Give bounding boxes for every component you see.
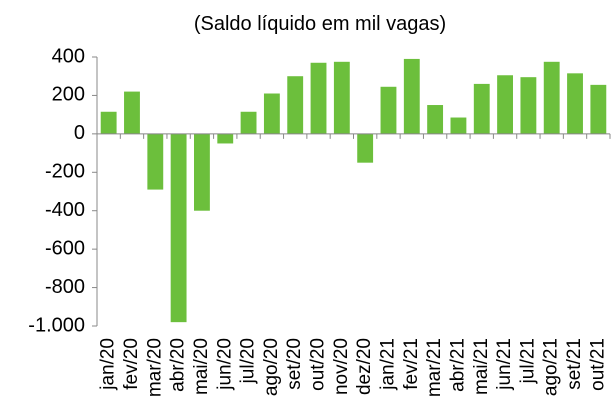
x-tick-label: mar/21 <box>424 338 445 397</box>
x-tick-label: abr/21 <box>447 338 468 392</box>
bar <box>590 84 607 134</box>
x-tick-label: jun/20 <box>214 338 235 391</box>
y-tick-label: -600 <box>45 237 85 259</box>
y-tick-label: -1.000 <box>28 314 85 336</box>
bar <box>473 83 490 134</box>
bar <box>240 111 257 134</box>
y-tick-label: -800 <box>45 276 85 298</box>
x-tick-label: set/21 <box>564 338 585 390</box>
bar <box>147 133 164 190</box>
x-tick-label: mai/20 <box>191 338 212 395</box>
x-tick-label: jan/20 <box>98 338 119 391</box>
bar <box>263 93 280 134</box>
y-tick-label: -200 <box>45 161 85 183</box>
x-tick-label: ago/21 <box>541 338 562 396</box>
bar <box>194 133 210 211</box>
y-tick-label: -400 <box>45 199 85 221</box>
bar <box>310 62 327 134</box>
x-tick-label: jun/21 <box>494 338 515 391</box>
bar <box>497 75 513 134</box>
x-tick-label: nov/20 <box>331 338 352 395</box>
bar <box>287 76 304 134</box>
y-tick-label: 400 <box>52 45 85 67</box>
bar <box>520 77 537 134</box>
x-tick-label: fev/21 <box>401 338 422 390</box>
x-tick-label: mar/20 <box>144 338 165 397</box>
bar <box>124 91 140 134</box>
bar <box>170 133 187 323</box>
bar <box>427 105 444 134</box>
x-tick-label: ago/20 <box>261 338 282 396</box>
bar <box>217 133 234 144</box>
chart-title: (Saldo líquido em mil vagas) <box>194 13 446 35</box>
bar <box>567 73 583 134</box>
bar <box>333 61 350 134</box>
x-tick-label: out/20 <box>308 338 329 391</box>
x-tick-label: fev/20 <box>121 338 142 390</box>
x-tick-label: abr/20 <box>168 338 189 392</box>
y-tick-label: 0 <box>74 122 85 144</box>
x-tick-label: mai/21 <box>471 338 492 395</box>
x-tick-label: out/21 <box>587 338 608 391</box>
x-tick-label: jan/21 <box>377 338 398 391</box>
bar <box>380 86 397 134</box>
bar <box>357 133 374 163</box>
bar <box>403 58 420 134</box>
x-tick-label: jul/20 <box>238 338 259 384</box>
x-tick-label: set/20 <box>284 338 305 390</box>
bar <box>100 111 117 134</box>
y-tick-label: 200 <box>52 84 85 106</box>
x-tick-label: dez/20 <box>354 338 375 395</box>
x-tick-label: jul/21 <box>517 338 538 384</box>
bar <box>543 61 560 134</box>
bar <box>450 117 467 134</box>
